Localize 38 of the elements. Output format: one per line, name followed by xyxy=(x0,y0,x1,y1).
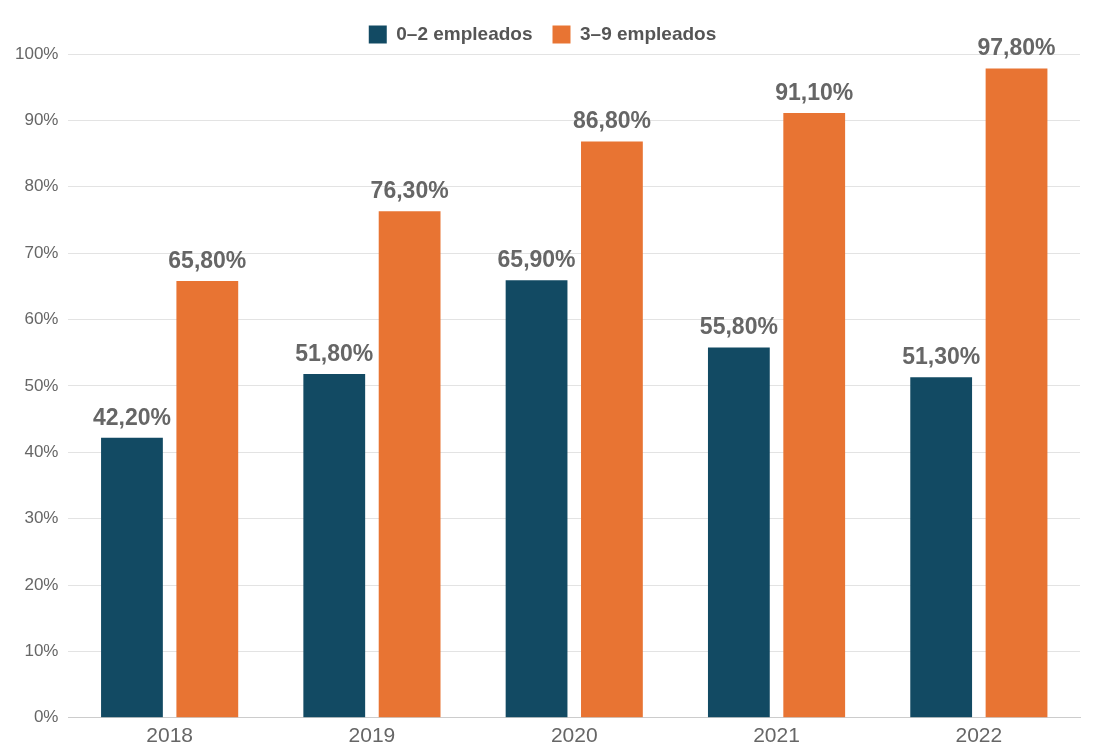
bar xyxy=(783,113,846,718)
y-tick-label: 80% xyxy=(24,176,59,196)
x-tick-label: 2018 xyxy=(146,723,193,747)
data-label: 42,20% xyxy=(92,403,171,430)
y-tick-label: 70% xyxy=(24,242,59,262)
x-tick-label: 2019 xyxy=(348,723,396,747)
bar xyxy=(378,211,441,718)
bar xyxy=(176,281,239,718)
bar xyxy=(505,280,568,718)
x-tick-label: 2021 xyxy=(753,723,800,747)
bar xyxy=(101,437,163,718)
data-label: 65,90% xyxy=(497,246,576,273)
legend-label: 0–2 empleados xyxy=(396,22,533,44)
data-label: 86,80% xyxy=(572,107,651,134)
data-label: 97,80% xyxy=(977,34,1056,61)
data-label: 51,80% xyxy=(295,339,374,366)
bar xyxy=(707,347,770,718)
y-tick-label: 40% xyxy=(24,441,59,461)
legend-label: 3–9 empleados xyxy=(580,22,717,44)
x-tick-label: 2020 xyxy=(550,723,598,747)
y-tick-label: 10% xyxy=(24,641,59,661)
data-label: 55,80% xyxy=(699,313,778,340)
x-tick-label: 2022 xyxy=(955,723,1003,747)
y-tick-label: 100% xyxy=(15,43,59,63)
data-label: 65,80% xyxy=(168,246,247,273)
y-tick-label: 0% xyxy=(33,707,59,727)
data-label: 91,10% xyxy=(775,78,854,105)
data-label: 51,30% xyxy=(902,343,981,370)
y-tick-label: 50% xyxy=(24,375,59,395)
bar xyxy=(985,68,1048,718)
y-tick-label: 90% xyxy=(24,110,59,130)
y-tick-label: 20% xyxy=(24,574,59,594)
y-tick-label: 30% xyxy=(24,508,59,528)
data-label: 76,30% xyxy=(370,177,449,204)
bar xyxy=(910,377,973,718)
bar xyxy=(581,141,643,718)
y-tick-label: 60% xyxy=(24,309,59,329)
bar xyxy=(303,373,366,718)
